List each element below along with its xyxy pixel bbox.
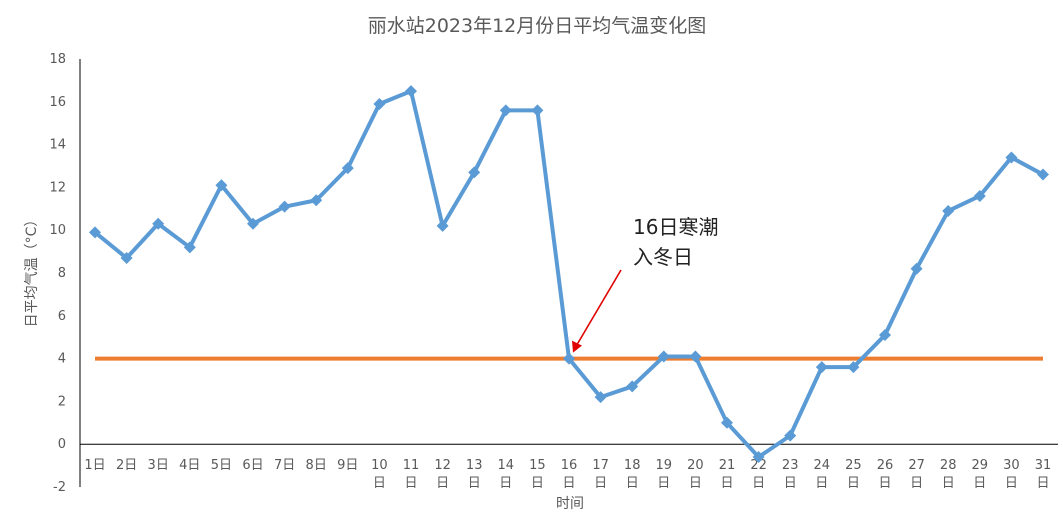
x-tick-label: 26 日	[877, 458, 894, 491]
data-point-marker	[784, 429, 797, 442]
x-tick-label: 16 日	[561, 458, 578, 491]
annotation-line-2: 入冬日	[633, 245, 693, 269]
data-point-marker	[815, 361, 828, 374]
data-point-marker	[183, 241, 196, 254]
data-point-marker	[373, 97, 386, 110]
annotation: 16日寒潮 入冬日	[572, 215, 718, 353]
x-tick-label: 13 日	[466, 458, 483, 491]
y-tick-label: 10	[49, 223, 66, 238]
y-tick-label: 4	[58, 352, 66, 367]
data-point-marker	[973, 189, 986, 202]
y-tick-label: 12	[49, 180, 66, 195]
x-axis-title: 时间	[556, 496, 584, 512]
x-tick-label: 21 日	[719, 458, 736, 491]
data-point-marker	[215, 179, 228, 192]
x-tick-label: 23 日	[782, 458, 799, 491]
x-tick-label: 15 日	[529, 458, 546, 491]
x-tick-label: 17 日	[592, 458, 609, 491]
data-point-marker	[278, 200, 291, 213]
chart-title: 丽水站2023年12月份日平均气温变化图	[368, 15, 707, 37]
x-tick-label: 22 日	[750, 458, 767, 491]
x-tick-label: 28 日	[940, 458, 957, 491]
x-tick-label: 29 日	[972, 458, 989, 491]
data-point-marker	[310, 194, 323, 207]
data-point-marker	[942, 204, 955, 217]
x-tick-label: 3日	[148, 458, 169, 473]
x-tick-label: 7日	[274, 458, 295, 473]
annotation-arrowhead	[572, 340, 582, 353]
data-point-marker	[89, 226, 101, 239]
x-tick-label: 11 日	[403, 458, 420, 491]
data-point-marker	[341, 162, 354, 175]
data-point-marker	[594, 391, 607, 404]
annotation-line-1: 16日寒潮	[633, 215, 718, 239]
x-tick-label: 19 日	[656, 458, 673, 491]
data-point-marker	[120, 252, 133, 265]
data-point-marker	[152, 217, 165, 230]
y-tick-label: 8	[58, 266, 66, 281]
y-tick-label: 14	[49, 138, 66, 153]
data-point-marker	[436, 219, 449, 232]
x-tick-label: 25 日	[845, 458, 862, 491]
x-tick-label: 20 日	[687, 458, 704, 491]
x-tick-label: 18 日	[624, 458, 641, 491]
y-tick-label: 0	[58, 437, 66, 452]
data-point-marker	[468, 166, 481, 179]
annotation-arrow	[576, 269, 622, 346]
data-point-marker	[247, 217, 259, 230]
x-tick-label: 6日	[242, 458, 263, 473]
data-point-marker	[405, 85, 417, 98]
data-point-marker	[910, 262, 923, 275]
x-tick-label: 9日	[337, 458, 358, 473]
data-point-marker	[657, 350, 670, 363]
y-tick-label: 16	[49, 95, 66, 110]
x-tick-label: 30 日	[1003, 458, 1020, 491]
x-tick-label: 12 日	[434, 458, 451, 491]
y-tick-label: 2	[58, 394, 66, 409]
data-point-marker	[1037, 168, 1049, 181]
x-tick-label: 4日	[179, 458, 200, 473]
y-tick-label: -2	[53, 480, 66, 495]
data-point-marker	[626, 380, 639, 393]
x-tick-label: 1日	[84, 458, 105, 473]
x-tick-label: 10 日	[371, 458, 388, 491]
x-tick-label: 27 日	[908, 458, 925, 491]
y-tick-label: 6	[58, 309, 66, 324]
data-point-marker	[879, 329, 891, 342]
temperature-series-line	[93, 89, 1044, 460]
data-point-marker	[1005, 151, 1018, 164]
data-point-marker	[752, 451, 765, 464]
data-point-marker	[689, 350, 702, 363]
data-point-marker	[499, 104, 512, 117]
data-point-marker	[721, 416, 733, 429]
data-point-marker	[847, 361, 860, 374]
x-tick-label: 14 日	[498, 458, 515, 491]
x-tick-label: 2日	[116, 458, 137, 473]
y-tick-label: 18	[49, 52, 66, 67]
x-tick-label: 24 日	[814, 458, 831, 491]
data-point-marker	[531, 104, 544, 117]
x-tick-label: 5日	[211, 458, 232, 473]
x-tick-label: 31 日	[1035, 458, 1052, 491]
data-point-marker	[563, 352, 575, 365]
x-tick-label: 8日	[306, 458, 327, 473]
y-axis-title: 日平均气温（°C）	[24, 213, 40, 328]
